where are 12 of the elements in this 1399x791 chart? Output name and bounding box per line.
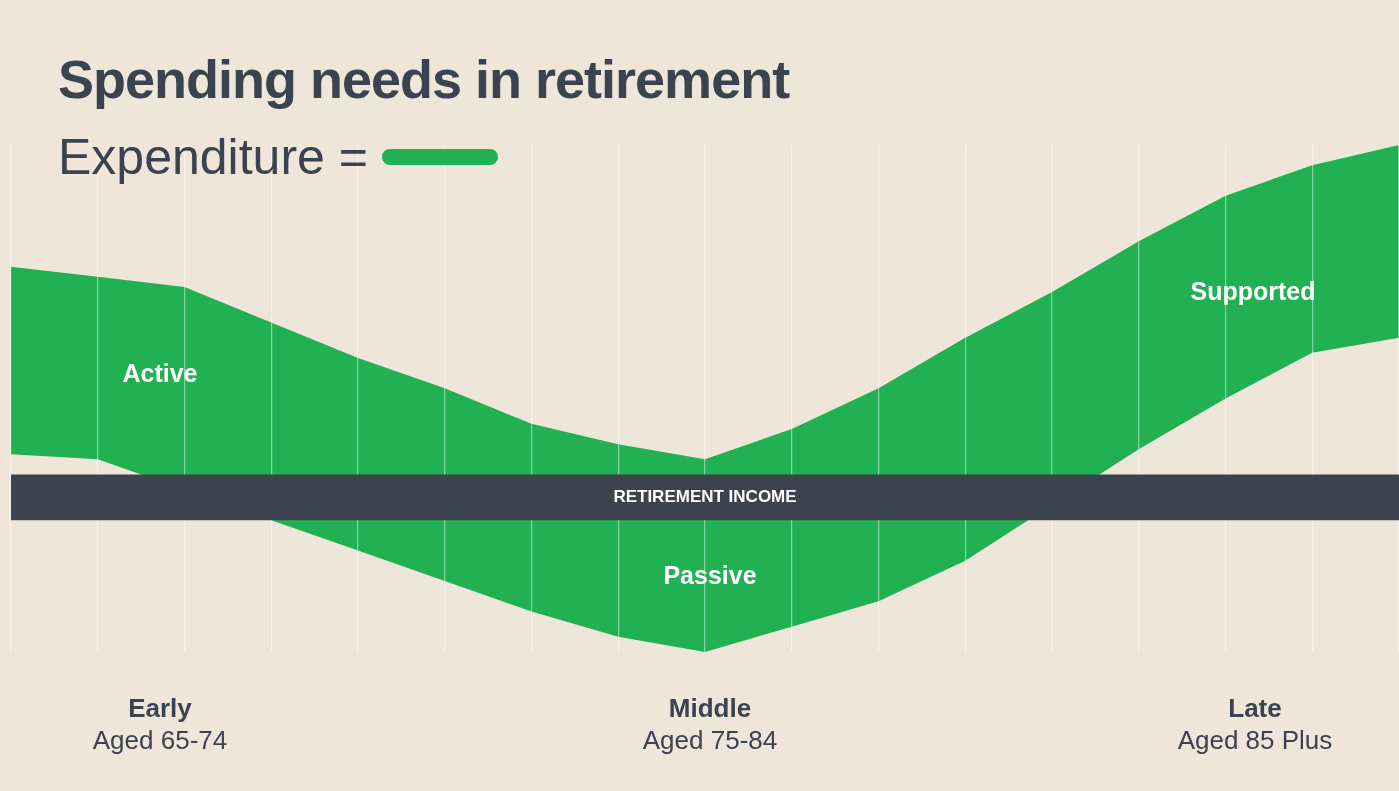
chart-title: Spending needs in retirement bbox=[58, 48, 790, 110]
text: Aged 85 Plus bbox=[1177, 724, 1333, 756]
band-label: RETIREMENT INCOME bbox=[613, 487, 797, 508]
text: Middle bbox=[668, 692, 752, 724]
annotation: Active bbox=[122, 358, 198, 388]
annotation: Passive bbox=[663, 560, 757, 590]
annotation: Supported bbox=[1190, 276, 1316, 306]
text: Aged 65-74 bbox=[92, 724, 228, 756]
text: Early bbox=[128, 692, 192, 724]
text: Aged 75-84 bbox=[642, 724, 778, 756]
text: Late bbox=[1228, 692, 1282, 724]
legend-label: Expenditure = bbox=[58, 128, 368, 186]
